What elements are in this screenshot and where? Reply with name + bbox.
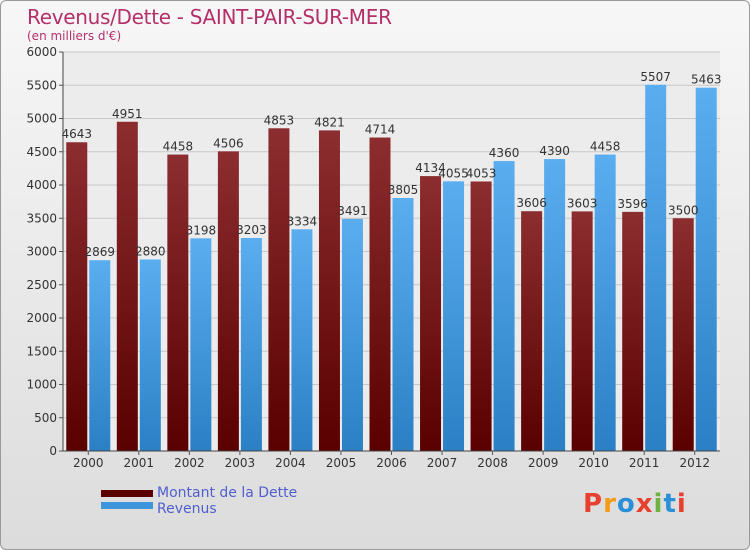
value-label-revenus: 2869 [84,245,115,259]
x-tick-label: 2000 [73,456,104,470]
bar-dette [318,130,340,451]
x-tick-label: 2006 [376,456,407,470]
x-tick-label: 2007 [427,456,458,470]
axes: 0 500 1000 1500 2000 2500 3000 3500 4000 4500 5000… [26,45,720,470]
logo-letter: P [583,489,604,519]
bar-revenus [594,154,616,451]
value-labels: 4643 2869 4951 2880 4458 3198 4506 3203 4853 3334… [61,70,721,259]
x-tick-label: 2002 [174,456,205,470]
bar-dette [268,128,290,451]
value-label-dette: 4053 [466,166,497,180]
x-tick-label: 2011 [629,456,660,470]
bar-revenus [392,197,414,451]
value-label-revenus: 5507 [640,70,671,84]
y-tick-label: 4500 [26,145,57,159]
bar-revenus [240,238,262,451]
y-tick-label: 3000 [26,245,57,259]
bar-dette [622,211,644,451]
x-tick-label: 2010 [578,456,609,470]
bar-dette [571,211,593,451]
bar-revenus [291,229,313,451]
value-label-dette: 4134 [415,161,446,175]
value-label-dette: 4853 [264,113,295,127]
chart-subtitle: (en milliers d'€) [27,29,122,43]
bar-revenus [341,218,363,451]
proxiti-logo: Proxiti [583,489,687,519]
value-label-dette: 3603 [567,196,598,210]
value-label-revenus: 3198 [186,223,217,237]
x-tick-label: 2001 [124,456,155,470]
bar-revenus [443,181,465,451]
bar-revenus [544,159,566,451]
x-tick-label: 2005 [326,456,357,470]
value-label-revenus: 4360 [489,146,520,160]
value-label-revenus: 3203 [236,223,267,237]
y-tick-label: 3500 [26,211,57,225]
legend-swatch-dette [101,490,153,497]
bar-revenus [493,161,515,451]
value-label-revenus: 4458 [590,140,621,154]
x-tick-label: 2008 [477,456,508,470]
y-tick-label: 1500 [26,344,57,358]
x-tick-label: 2004 [275,456,306,470]
value-label-revenus: 3805 [388,183,419,197]
y-tick-label: 1000 [26,378,57,392]
bar-dette [369,137,391,452]
bar-dette [66,142,88,452]
value-label-dette: 4821 [314,115,345,129]
x-tick-label: 2009 [528,456,559,470]
logo-letter: x [635,489,654,519]
legend-label-dette: Montant de la Dette [157,485,298,501]
value-label-revenus: 3491 [337,204,368,218]
bar-dette [116,121,138,452]
y-tick-label: 5500 [26,78,57,92]
y-tick-label: 0 [49,444,57,458]
logo-letter: i [653,489,664,519]
logo-letter: i [676,489,687,519]
y-tick-label: 6000 [26,45,57,59]
bar-revenus [645,84,667,452]
x-tick-label: 2003 [225,456,256,470]
bars [66,84,717,452]
y-tick-label: 2000 [26,311,57,325]
y-tick-label: 4000 [26,178,57,192]
bar-dette [420,176,442,452]
chart-title: Revenus/Dette - SAINT-PAIR-SUR-MER [27,5,392,29]
value-label-dette: 4506 [213,136,244,150]
value-label-dette: 4458 [163,140,194,154]
bar-revenus [695,87,717,451]
y-tick-label: 500 [34,411,57,425]
x-tick-label: 2012 [679,456,710,470]
bar-revenus [89,260,111,451]
value-label-revenus: 4055 [438,166,469,180]
value-label-dette: 3606 [516,196,547,210]
value-label-dette: 4951 [112,107,143,121]
y-tick-label: 5000 [26,112,57,126]
value-label-revenus: 3334 [287,214,318,228]
bar-dette [672,218,694,451]
y-tick-label: 2500 [26,278,57,292]
logo-letter: r [603,489,617,519]
bar-dette [521,211,543,451]
bar-dette [167,154,189,451]
bar-revenus [190,238,212,451]
bar-dette [217,151,239,451]
value-label-revenus: 4390 [539,144,570,158]
value-label-revenus: 2880 [135,244,166,258]
value-label-dette: 4643 [61,127,92,141]
bar-dette [470,181,492,451]
value-label-dette: 3500 [668,203,699,217]
value-label-dette: 3596 [617,197,648,211]
bar-revenus [139,259,161,451]
legend-swatch-revenus [101,502,153,509]
value-label-revenus: 5463 [691,73,722,87]
value-label-dette: 4714 [365,123,396,137]
legend-label-revenus: Revenus [157,501,217,517]
logo-letter: t [663,489,677,519]
logo-letter: o [616,489,636,519]
